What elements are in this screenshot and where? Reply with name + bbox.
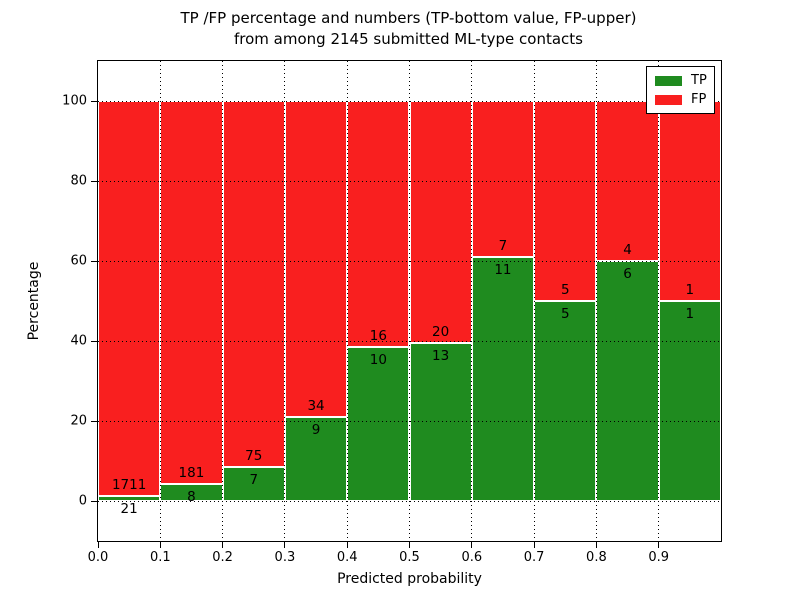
legend: TP FP bbox=[646, 66, 715, 114]
y-tick-label: 20 bbox=[70, 413, 87, 429]
bar-tp-segment bbox=[596, 261, 659, 501]
bar-tp-segment bbox=[409, 343, 472, 501]
x-tick-mark bbox=[658, 542, 660, 548]
x-tick-mark bbox=[222, 542, 224, 548]
tp-legend-swatch bbox=[655, 75, 682, 86]
plot-area: 1711 21 181 8 75 7 34 9 16 10 20 13 7 11 5 5 4 6 1 1 0 20 40 6… bbox=[26, 60, 722, 587]
y-tick-label: 40 bbox=[70, 333, 87, 349]
x-tick-mark bbox=[471, 542, 473, 548]
bar-fp-segment bbox=[409, 101, 472, 344]
x-tick-label: 0.0 bbox=[87, 550, 109, 565]
x-tick-mark bbox=[409, 542, 410, 548]
bar-tp-segment bbox=[658, 301, 721, 501]
gridline-vertical bbox=[222, 61, 224, 541]
annotation-tp-count: 21 bbox=[120, 501, 138, 518]
annotation-fp-count: 4 bbox=[623, 242, 632, 258]
x-tick-label: 0.8 bbox=[586, 550, 607, 565]
gridline-vertical bbox=[595, 61, 597, 541]
annotation-fp-count: 7 bbox=[498, 237, 508, 254]
gridline-vertical bbox=[346, 61, 348, 541]
gridline-vertical bbox=[284, 61, 286, 541]
legend-item: TP bbox=[655, 72, 707, 88]
fp-legend-swatch bbox=[655, 94, 682, 105]
annotation-fp-count: 20 bbox=[432, 324, 450, 341]
chart-title: TP /FP percentage and numbers (TP-bottom… bbox=[97, 8, 720, 50]
y-tick-label: 0 bbox=[78, 493, 87, 509]
bar-tp-segment bbox=[160, 484, 223, 501]
annotation-tp-count: 6 bbox=[623, 266, 632, 282]
bar-fp-segment bbox=[347, 101, 410, 348]
bar-fp-segment bbox=[222, 101, 285, 467]
y-axis-label: Percentage bbox=[26, 261, 42, 341]
x-axis-label: Predicted probability bbox=[337, 571, 482, 587]
gridline-vertical bbox=[409, 61, 410, 541]
annotation-tp-count: 1 bbox=[685, 306, 695, 322]
annotation-tp-count: 13 bbox=[432, 348, 450, 365]
bar-fp-segment bbox=[284, 101, 348, 418]
chart-title-line2: from among 2145 submitted ML-type contac… bbox=[234, 30, 583, 48]
annotation-fp-count: 75 bbox=[245, 447, 263, 464]
annotation-fp-count: 181 bbox=[178, 465, 205, 482]
bar-tp-segment bbox=[534, 301, 597, 501]
bar-fp-segment bbox=[658, 101, 721, 301]
gridline-vertical bbox=[159, 61, 161, 541]
bar-fp-segment bbox=[160, 101, 223, 485]
gridline-vertical bbox=[658, 61, 660, 541]
y-tick-mark bbox=[91, 340, 97, 342]
y-tick-label: 60 bbox=[70, 253, 87, 269]
x-tick-mark bbox=[533, 542, 535, 548]
x-tick-label: 0.7 bbox=[523, 550, 545, 565]
bar-tp-segment bbox=[347, 347, 410, 501]
x-tick-label: 0.6 bbox=[461, 550, 483, 565]
annotation-fp-count: 1711 bbox=[111, 477, 147, 494]
bar-tp-segment bbox=[284, 417, 348, 501]
x-tick-label: 0.3 bbox=[274, 550, 296, 565]
bar-tp-segment bbox=[222, 466, 285, 501]
annotation-fp-count: 5 bbox=[560, 282, 570, 298]
x-tick-label: 0.2 bbox=[212, 550, 233, 565]
annotation-tp-count: 7 bbox=[249, 471, 259, 488]
bar-fp-segment bbox=[98, 101, 161, 497]
annotation-tp-count: 9 bbox=[311, 422, 321, 439]
y-tick-mark bbox=[91, 500, 97, 502]
legend-item-label: FP bbox=[691, 91, 707, 107]
gridline-vertical bbox=[533, 61, 535, 541]
annotation-fp-count: 1 bbox=[685, 282, 695, 298]
bar-tp-segment bbox=[471, 256, 535, 501]
y-tick-label: 80 bbox=[70, 173, 87, 189]
y-tick-mark bbox=[91, 420, 97, 422]
x-tick-mark bbox=[346, 542, 348, 548]
legend-item: FP bbox=[655, 92, 706, 107]
chart-title-line1: TP /FP percentage and numbers (TP-bottom… bbox=[180, 9, 637, 27]
x-tick-label: 0.5 bbox=[399, 550, 420, 565]
gridline-vertical bbox=[471, 61, 473, 541]
bar-fp-segment bbox=[471, 101, 535, 257]
y-tick-label: 100 bbox=[62, 93, 87, 109]
legend-item-label: TP bbox=[691, 72, 707, 88]
x-tick-mark bbox=[284, 542, 286, 548]
annotation-tp-count: 5 bbox=[560, 306, 570, 322]
x-tick-mark bbox=[159, 542, 161, 548]
bar-fp-segment bbox=[534, 101, 597, 301]
annotation-fp-count: 16 bbox=[369, 328, 387, 345]
x-tick-mark bbox=[97, 542, 99, 548]
x-tick-label: 0.9 bbox=[648, 550, 670, 565]
x-tick-mark bbox=[595, 542, 597, 548]
annotation-tp-count: 11 bbox=[494, 261, 512, 278]
y-tick-mark bbox=[91, 260, 97, 262]
annotation-fp-count: 34 bbox=[307, 398, 325, 415]
annotation-tp-count: 10 bbox=[369, 352, 387, 369]
y-tick-mark bbox=[91, 180, 97, 182]
y-tick-mark bbox=[91, 100, 97, 102]
x-tick-label: 0.1 bbox=[149, 550, 171, 565]
annotation-tp-count: 8 bbox=[187, 489, 196, 506]
x-tick-label: 0.4 bbox=[336, 550, 358, 565]
